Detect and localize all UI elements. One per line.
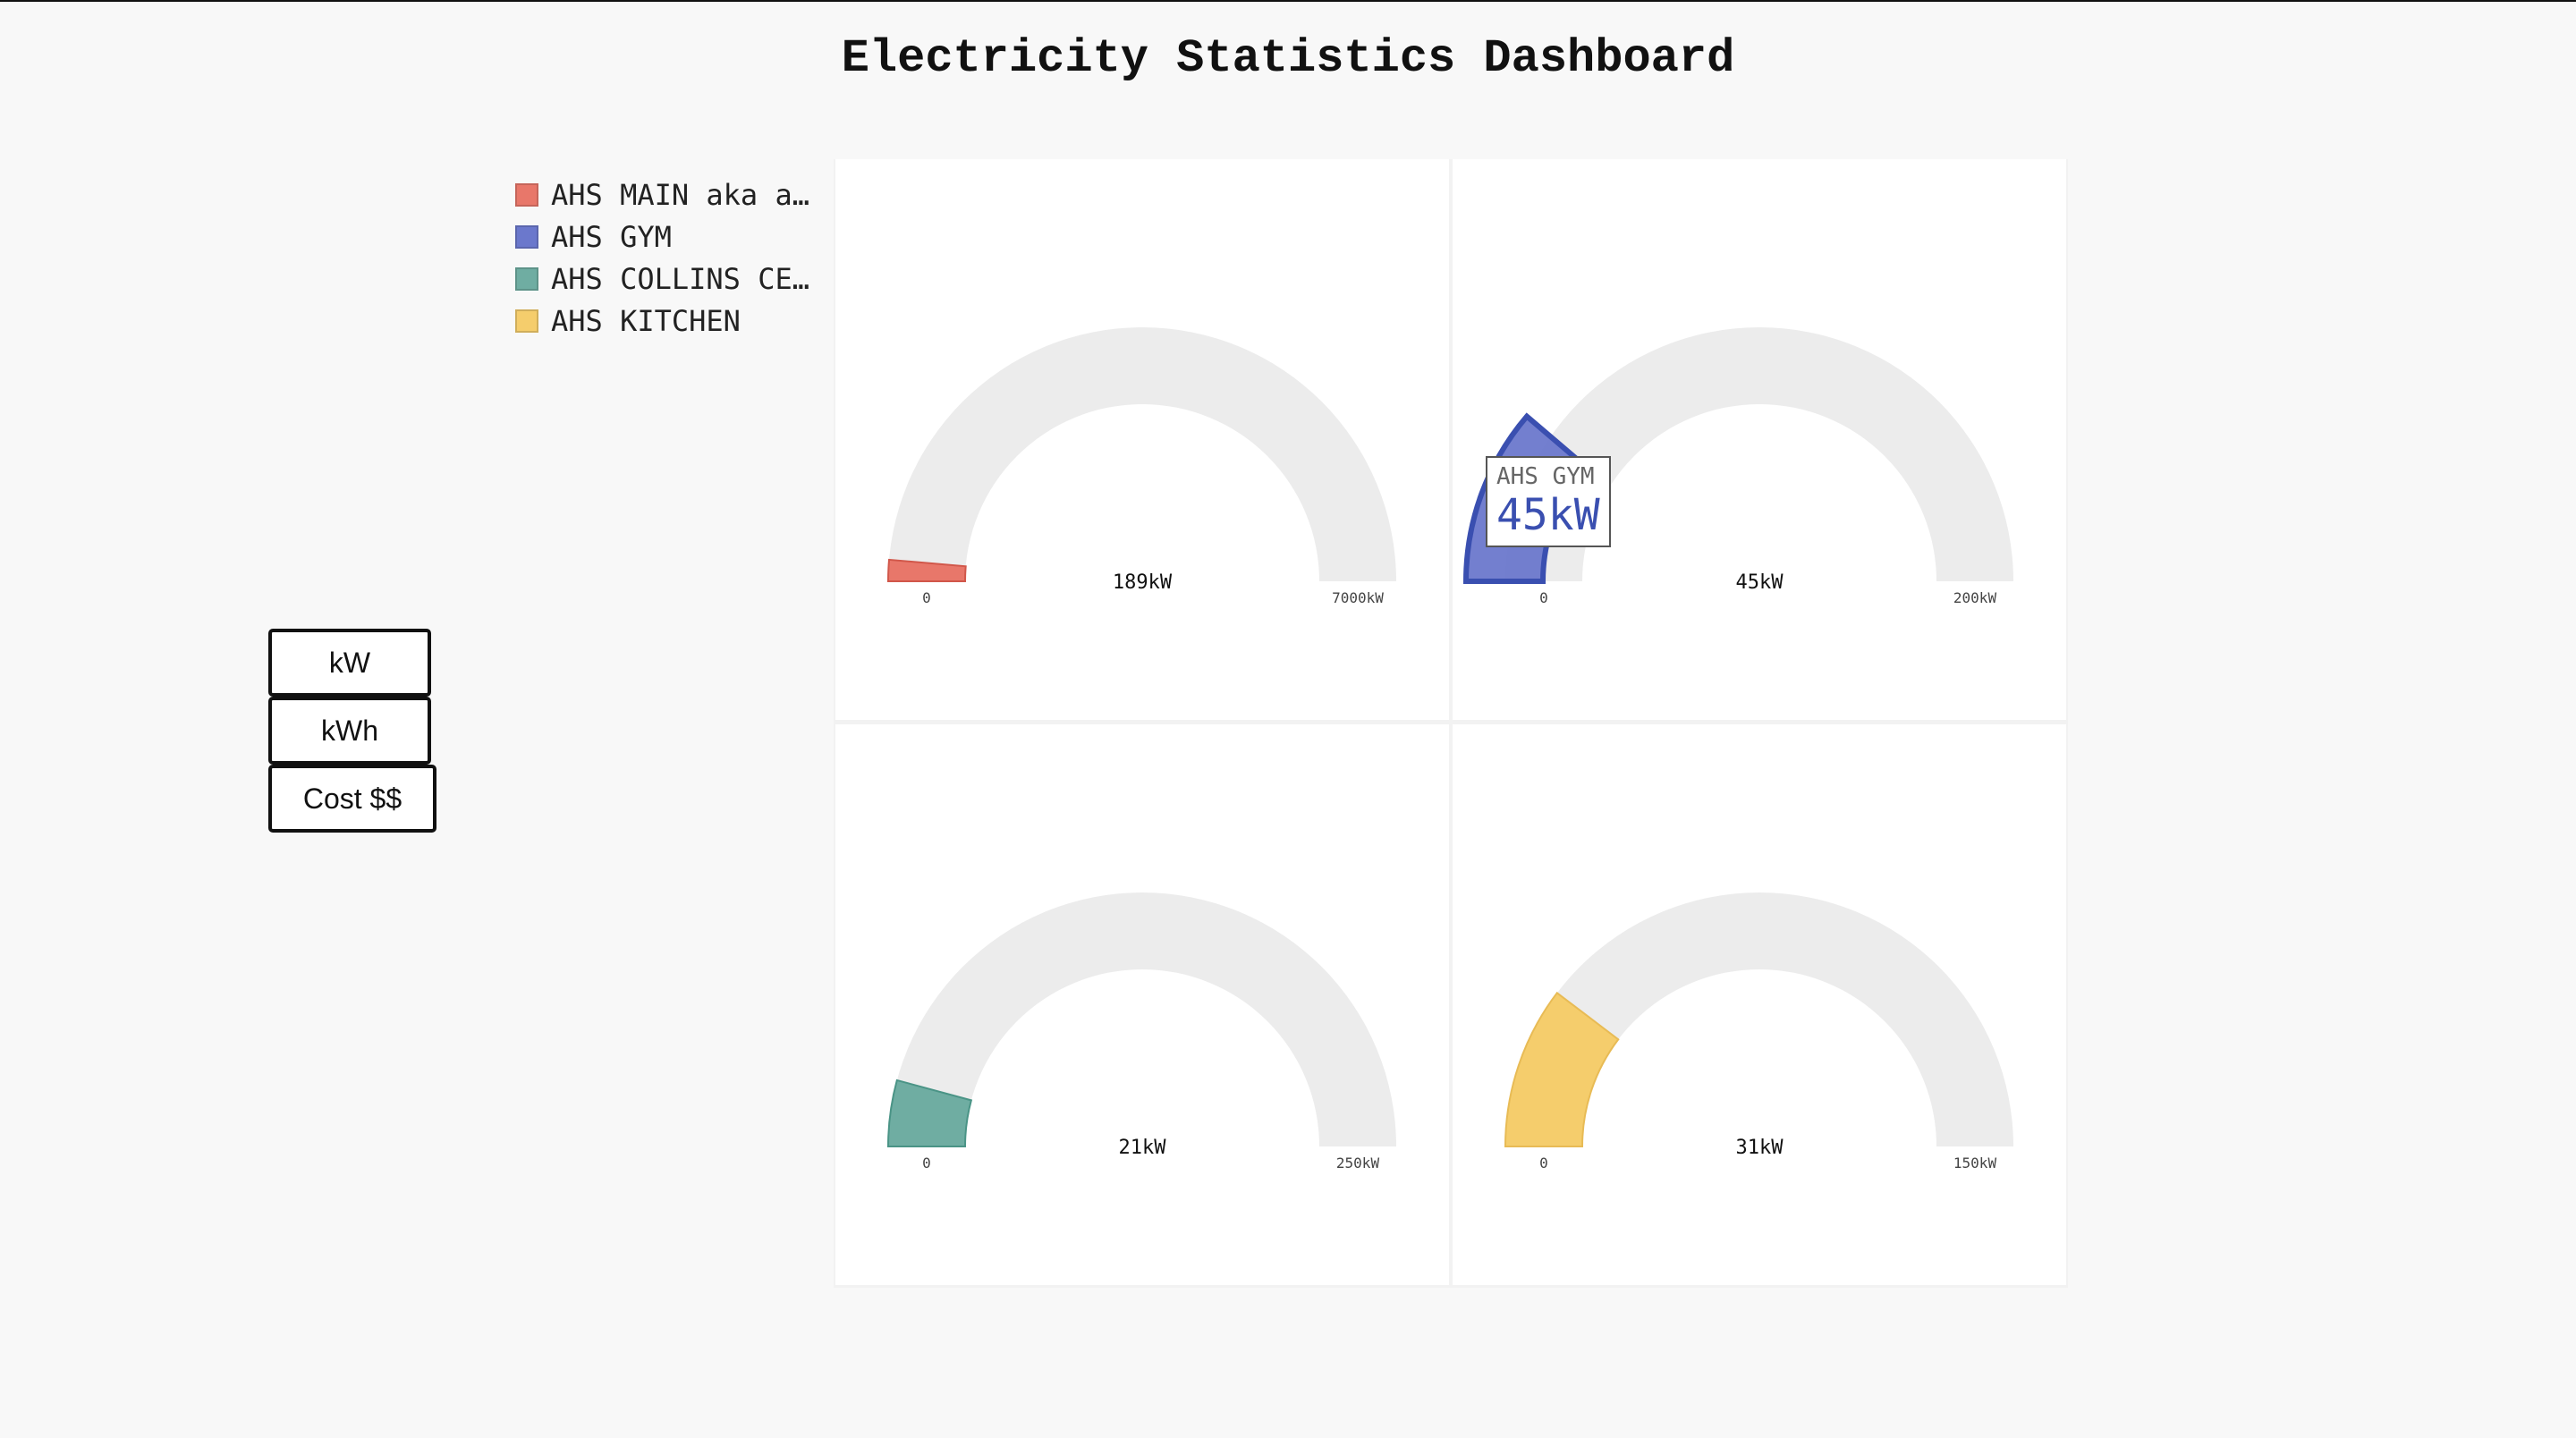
gauge-grid: 189kW 0 7000kW 45kW 0 200kW AHS GYM 45kW… [834,159,2068,1288]
gauge-max-label: 150kW [1953,1155,1997,1172]
gauge-track [888,327,1396,581]
gauge-max-label: 7000kW [1332,589,1384,606]
gauge-value-label: 31kW [1736,1137,1784,1159]
gauge-track [1505,327,2013,581]
gauge-value-label: 45kW [1736,571,1784,594]
gauge-min-label: 0 [922,589,931,606]
kw-button[interactable]: kW [268,629,431,697]
unit-selector: kW kWh Cost $$ [268,629,436,833]
gauge-panel-ahs-gym: 45kW 0 200kW AHS GYM 45kW [1453,159,2066,720]
gauge-ahs-main: 189kW 0 7000kW [886,327,1396,606]
tooltip-value: 45kW [1496,490,1600,540]
legend-label: AHS MAIN aka a… [551,177,809,212]
chart-legend: AHS MAIN aka a… AHS GYM AHS COLLINS CE… … [515,173,810,342]
page-title: Electricity Statistics Dashboard [841,32,1735,85]
legend-label: AHS COLLINS CE… [551,261,809,296]
legend-swatch [515,266,538,291]
gauge-value-label: 21kW [1119,1137,1167,1159]
legend-label: AHS GYM [551,219,672,254]
gauge-ahs-collins: 21kW 0 250kW [886,892,1396,1172]
gauge-min-label: 0 [922,1155,931,1172]
gauge-ahs-gym: 45kW 0 200kW [1462,327,2013,606]
gauge-min-label: 0 [1539,589,1548,606]
legend-swatch [515,224,538,249]
legend-swatch [515,309,538,333]
legend-item-ahs-main[interactable]: AHS MAIN aka a… [515,173,810,216]
gauge-value-arc[interactable] [886,558,967,582]
gauge-value-label: 189kW [1113,571,1173,594]
legend-item-ahs-collins[interactable]: AHS COLLINS CE… [515,258,810,300]
gauge-track [1505,892,2013,1146]
gauge-value-arc[interactable] [886,1078,973,1147]
gauge-max-label: 250kW [1336,1155,1380,1172]
gauge-track [888,892,1396,1146]
kwh-button[interactable]: kWh [268,697,431,765]
legend-label: AHS KITCHEN [551,303,741,338]
gauge-tooltip: AHS GYM 45kW [1486,456,1611,547]
legend-item-ahs-kitchen[interactable]: AHS KITCHEN [515,300,810,342]
gauge-max-label: 200kW [1953,589,1997,606]
gauge-panel-ahs-collins: 21kW 0 250kW [835,724,1449,1285]
legend-item-ahs-gym[interactable]: AHS GYM [515,216,810,258]
cost-button[interactable]: Cost $$ [268,765,436,833]
gauge-value-arc[interactable] [1504,991,1620,1147]
gauge-ahs-kitchen: 31kW 0 150kW [1504,892,2013,1172]
gauge-panel-ahs-main: 189kW 0 7000kW [835,159,1449,720]
tooltip-series-name: AHS GYM [1496,463,1595,490]
gauge-min-label: 0 [1539,1155,1548,1172]
gauge-panel-ahs-kitchen: 31kW 0 150kW [1453,724,2066,1285]
legend-swatch [515,182,538,207]
